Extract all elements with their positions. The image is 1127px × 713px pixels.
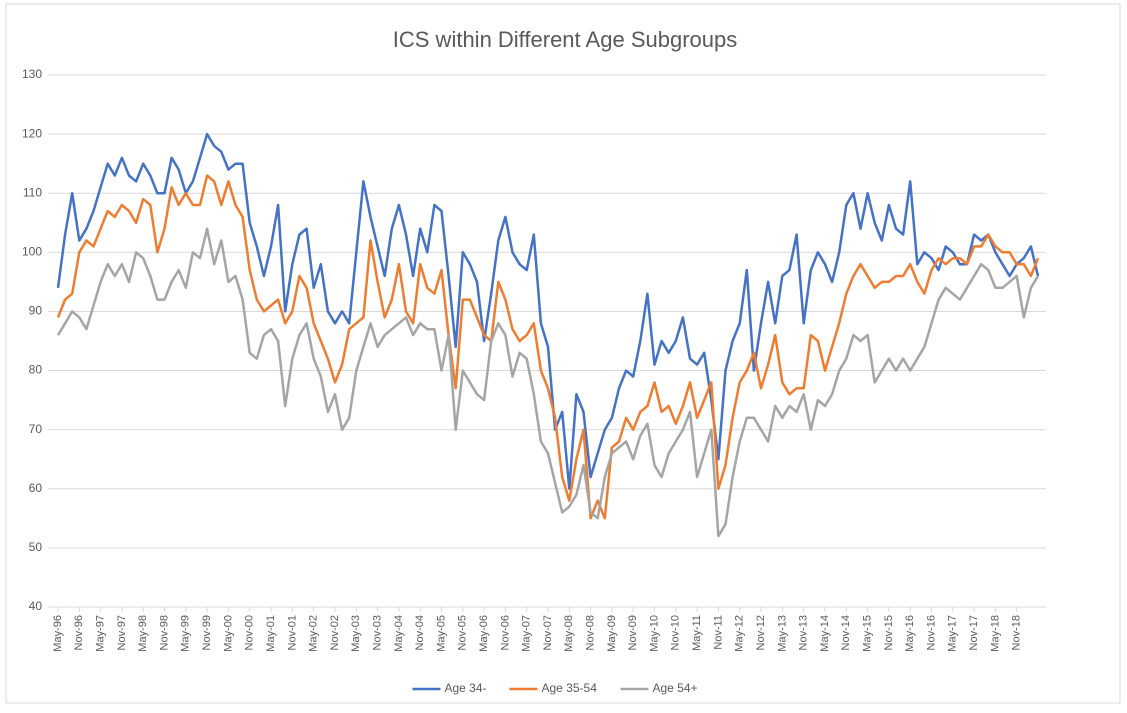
x-tick-label: May-18 — [989, 615, 1001, 652]
y-tick-label: 60 — [29, 481, 43, 495]
line-series — [56, 174, 1040, 520]
x-tick-label: Nov-05 — [457, 615, 469, 650]
y-tick-label: 120 — [22, 126, 42, 140]
x-tick-label: May-03 — [350, 615, 362, 652]
x-tick-label: Nov-16 — [925, 615, 937, 650]
line-series — [56, 227, 1040, 538]
x-tick-label: Nov-11 — [712, 615, 724, 650]
x-tick-label: Nov-12 — [755, 615, 767, 650]
x-tick-label: May-13 — [776, 615, 788, 652]
x-tick-label: Nov-01 — [286, 615, 298, 650]
x-tick-label: Nov-18 — [1011, 615, 1023, 650]
x-tick-label: May-04 — [393, 615, 405, 652]
x-tick-label: Nov-17 — [968, 615, 980, 650]
x-tick-label: May-05 — [435, 615, 447, 652]
x-tick-label: May-14 — [819, 615, 831, 652]
x-tick-label: Nov-97 — [116, 615, 128, 650]
x-tick-label: Nov-00 — [244, 615, 256, 650]
y-tick-label: 130 — [22, 67, 42, 81]
x-tick-label: May-15 — [861, 615, 873, 652]
y-tick-label: 70 — [29, 422, 43, 436]
x-tick-label: May-16 — [904, 615, 916, 652]
legend-label: Age 35-54 — [542, 681, 598, 695]
x-tick-label: Nov-14 — [840, 615, 852, 650]
y-tick-label: 90 — [29, 304, 43, 318]
x-tick-label: May-08 — [563, 615, 575, 652]
x-tick-label: Nov-03 — [371, 615, 383, 650]
x-tick-label: Nov-96 — [73, 615, 85, 650]
x-tick-label: May-09 — [606, 615, 618, 652]
x-tick-label: May-12 — [734, 615, 746, 652]
x-tick-label: May-97 — [95, 615, 107, 652]
y-tick-label: 110 — [23, 185, 42, 199]
x-tick-label: Nov-15 — [883, 615, 895, 650]
y-tick-label: 80 — [29, 363, 43, 377]
x-tick-label: May-01 — [265, 615, 277, 652]
x-tick-label: Nov-99 — [201, 615, 213, 650]
x-tick-label: Nov-98 — [158, 615, 170, 650]
x-tick-label: May-02 — [308, 615, 320, 652]
line-series — [56, 132, 1040, 491]
x-tick-label: Nov-02 — [329, 615, 341, 650]
y-tick-label: 40 — [29, 599, 43, 613]
x-tick-label: May-96 — [52, 615, 64, 652]
y-tick-label: 50 — [29, 540, 43, 554]
x-tick-label: May-11 — [691, 615, 703, 651]
x-tick-label: May-10 — [648, 615, 660, 652]
x-tick-label: May-06 — [478, 615, 490, 652]
y-tick-label: 100 — [22, 245, 42, 259]
x-tick-label: May-99 — [180, 615, 192, 652]
x-tick-label: Nov-06 — [499, 615, 511, 650]
chart-border — [5, 3, 1121, 704]
x-tick-label: Nov-07 — [542, 615, 554, 650]
x-tick-label: Nov-13 — [798, 615, 810, 650]
x-tick-label: May-17 — [947, 615, 959, 652]
x-tick-label: May-00 — [222, 615, 234, 652]
chart-title: ICS within Different Age Subgroups — [393, 27, 737, 52]
x-tick-label: May-07 — [521, 615, 533, 652]
x-tick-label: Nov-09 — [627, 615, 639, 650]
legend-label: Age 54+ — [653, 681, 698, 695]
x-tick-label: Nov-08 — [585, 615, 597, 650]
legend-label: Age 34- — [445, 681, 487, 695]
x-tick-label: May-98 — [137, 615, 149, 652]
x-tick-label: Nov-04 — [414, 615, 426, 650]
x-tick-label: Nov-10 — [670, 615, 682, 650]
